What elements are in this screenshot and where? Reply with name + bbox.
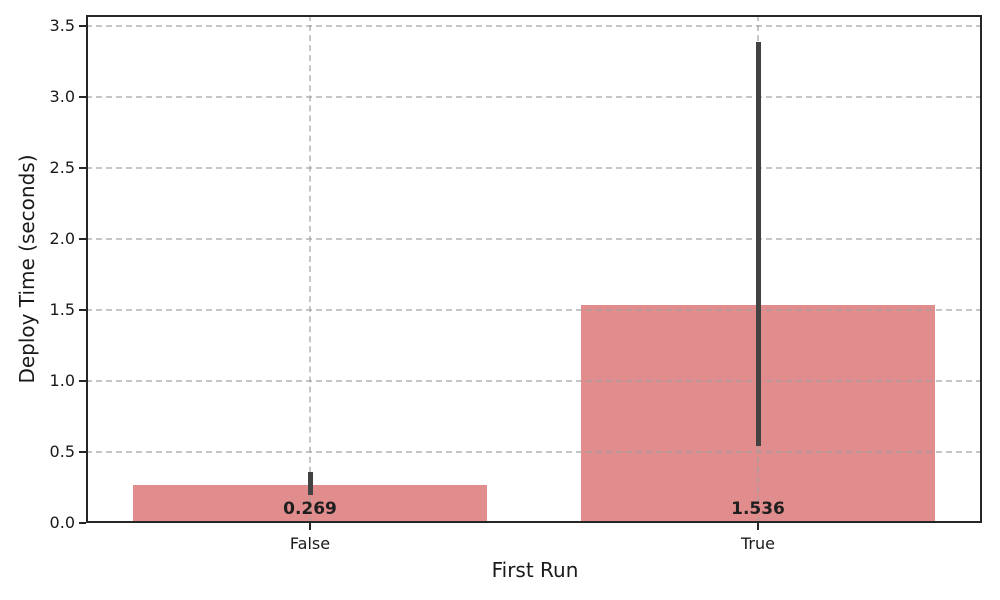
x-axis-label: First Run — [491, 558, 579, 582]
h-gridline — [86, 237, 982, 240]
y-tick-label: 0.0 — [49, 513, 75, 532]
error-bar-false — [307, 471, 313, 495]
top-spine — [86, 15, 982, 17]
y-tick-label: 3.5 — [49, 15, 75, 35]
h-gridline — [86, 24, 982, 27]
y-tick-label: 2.5 — [49, 157, 75, 177]
y-axis-label: Deploy Time (seconds) — [15, 154, 39, 384]
y-tick-mark — [79, 379, 86, 382]
y-tick-label: 0.5 — [49, 441, 75, 461]
y-tick-label: 3.0 — [49, 86, 75, 106]
right-spine — [980, 15, 982, 523]
y-tick-mark — [79, 237, 86, 240]
v-gridline — [309, 15, 311, 523]
error-bar-true — [755, 41, 761, 447]
y-tick-label: 1.5 — [49, 299, 75, 319]
y-tick-mark — [79, 308, 86, 311]
y-tick-mark — [79, 24, 86, 27]
y-tick-mark — [79, 166, 86, 169]
h-gridline — [86, 166, 982, 169]
h-gridline — [86, 450, 982, 453]
plot-area: 0.269 1.536 — [86, 15, 982, 523]
y-tick-mark — [79, 95, 86, 98]
h-gridline — [86, 308, 982, 311]
bottom-spine — [86, 521, 982, 523]
y-tick-label: 2.0 — [49, 228, 75, 248]
x-tick-mark — [309, 523, 311, 530]
bar-value-label: 1.536 — [731, 499, 785, 519]
y-tick-mark — [79, 450, 86, 453]
y-tick-label: 1.0 — [49, 370, 75, 390]
h-gridline — [86, 95, 982, 98]
x-tick-mark — [757, 523, 759, 530]
h-gridline — [86, 379, 982, 382]
left-spine — [86, 15, 88, 523]
x-tick-label-false: False — [289, 534, 331, 553]
bar-value-label: 0.269 — [283, 499, 337, 519]
y-tick-mark — [79, 522, 86, 524]
x-tick-label-true: True — [741, 534, 775, 553]
